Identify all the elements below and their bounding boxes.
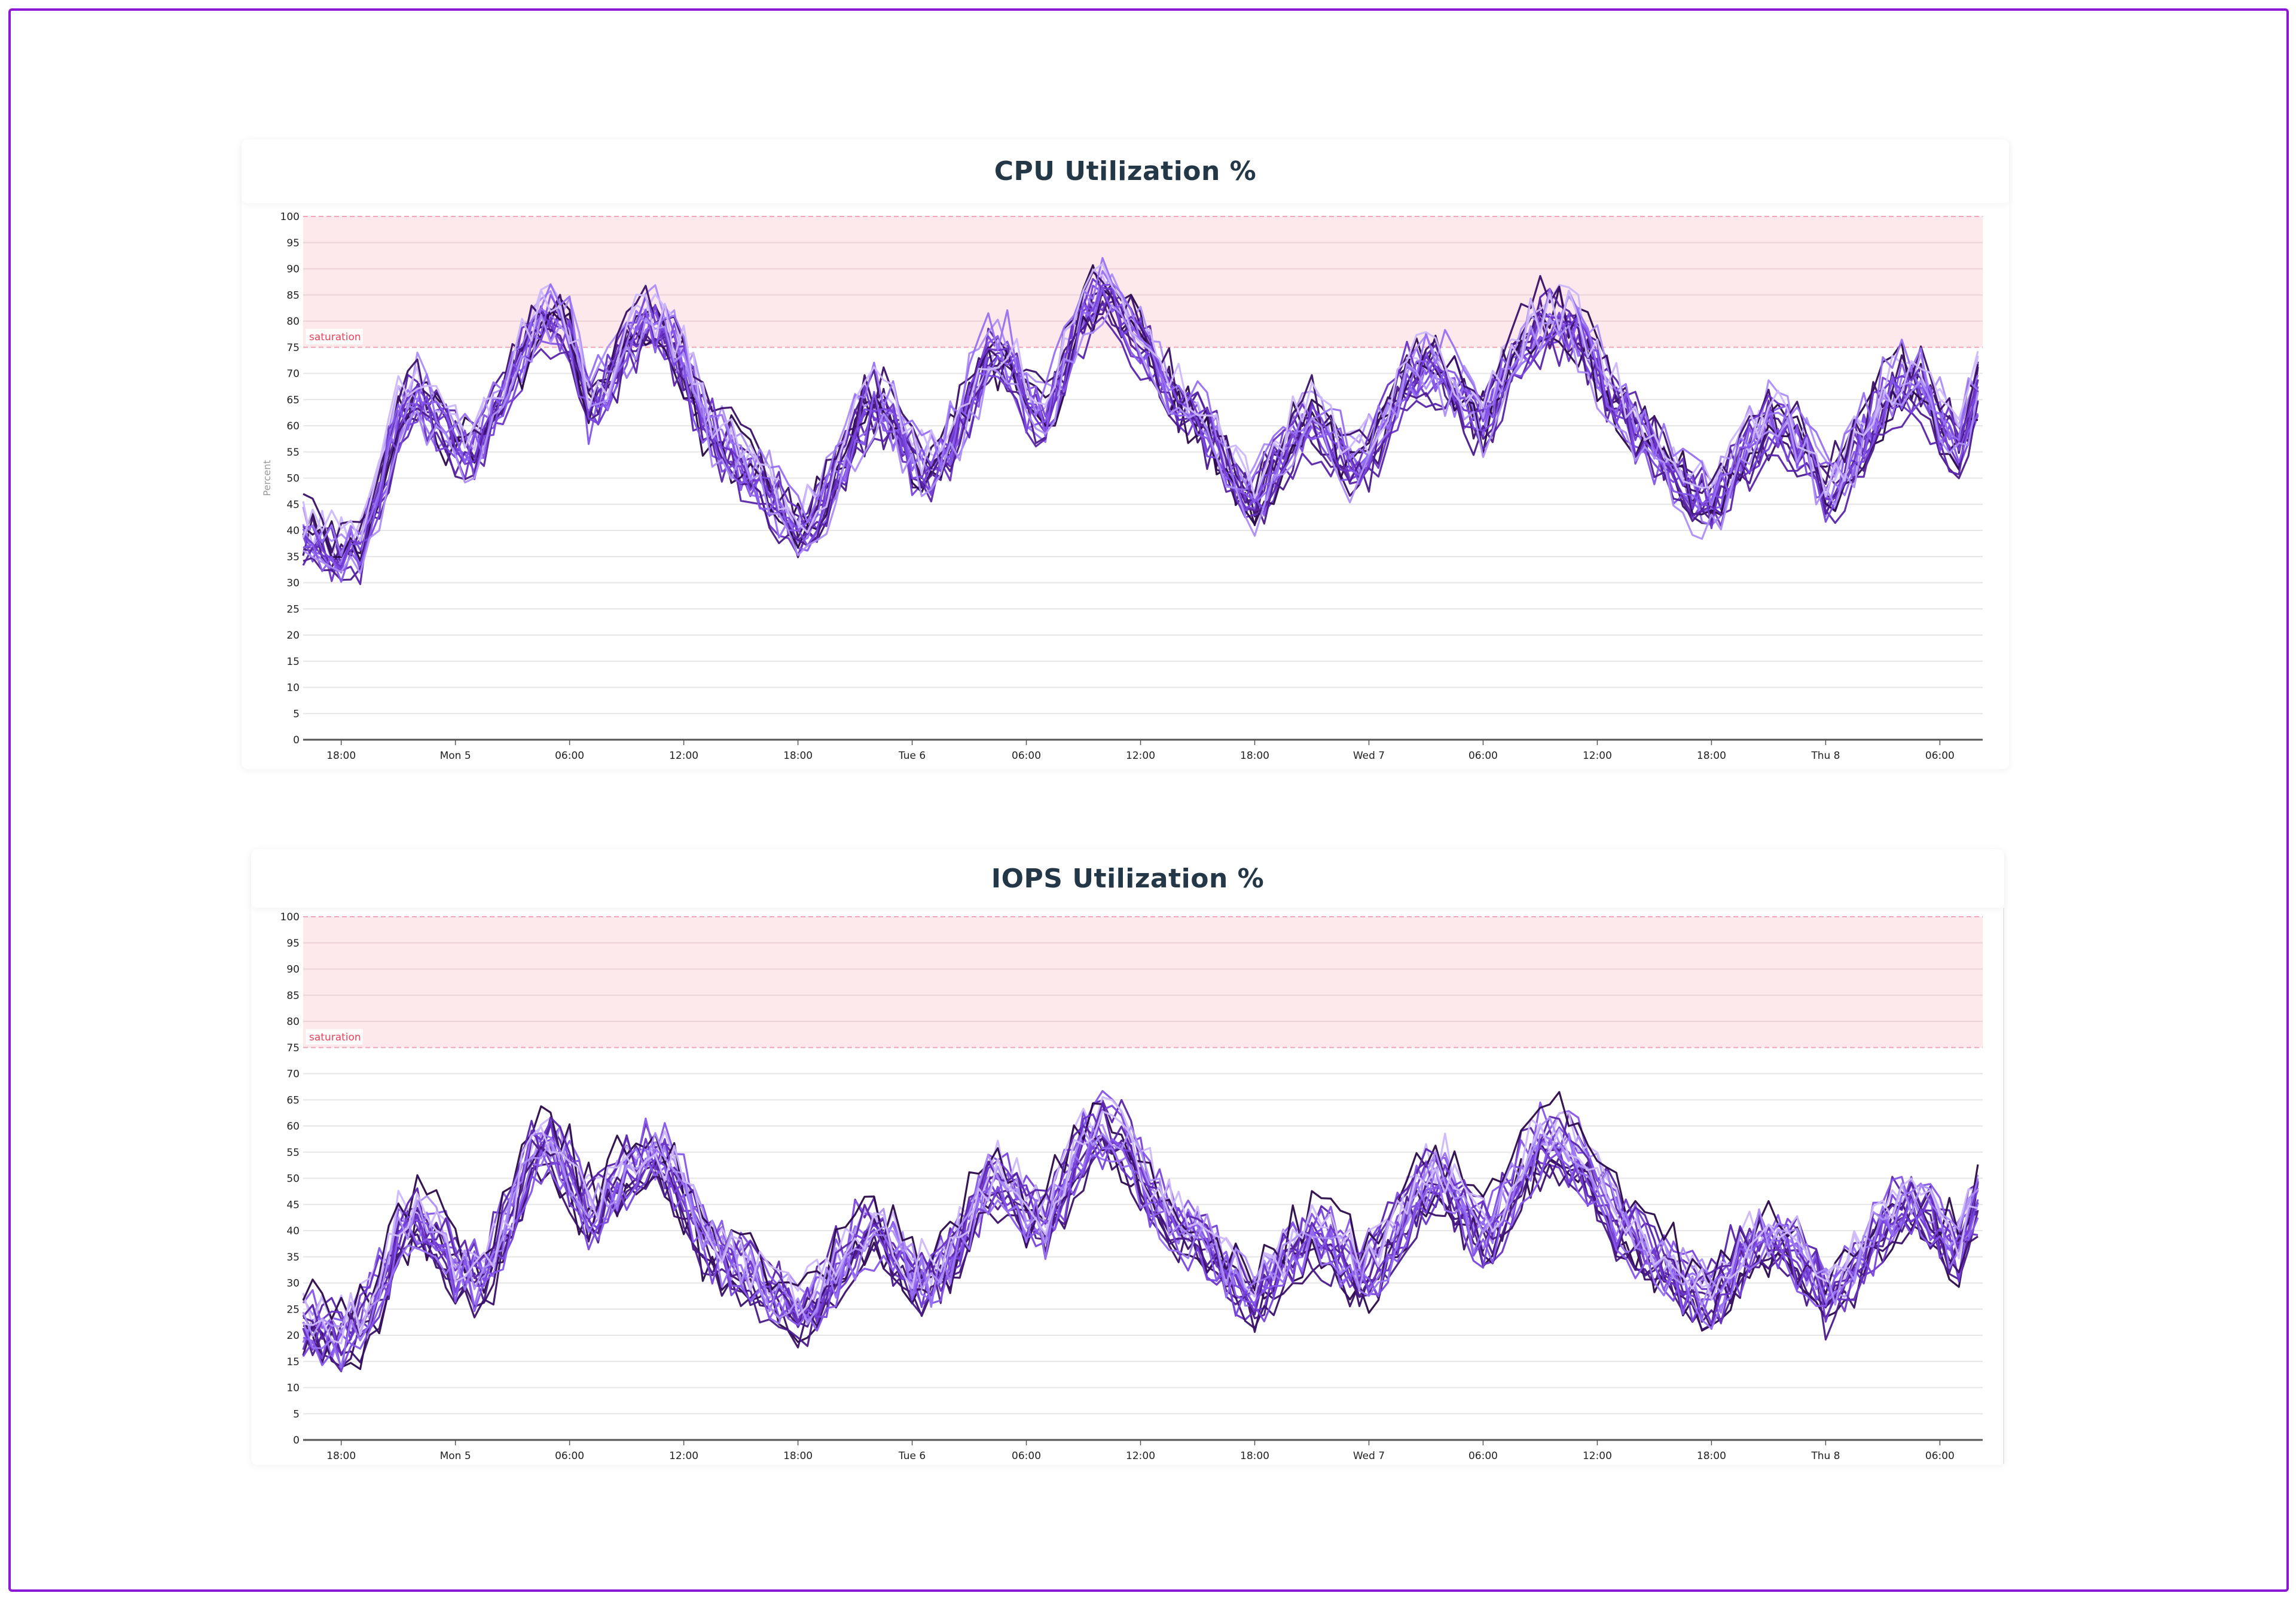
y-tick-label: 20 (286, 1330, 300, 1342)
y-tick-label: 15 (286, 1356, 300, 1368)
y-tick-label: 100 (280, 211, 300, 223)
y-tick-label: 10 (286, 682, 300, 694)
y-tick-label: 95 (286, 938, 300, 950)
x-tick-label: Mon 5 (440, 750, 471, 762)
y-tick-label: 90 (286, 964, 300, 976)
y-tick-label: 60 (286, 1121, 300, 1133)
series-line (302, 263, 1979, 542)
saturation-label-bg (306, 1029, 363, 1045)
y-tick-label: 25 (286, 1304, 300, 1316)
iops-chart-title: IOPS Utilization % (991, 863, 1265, 894)
y-tick-label: 50 (286, 1173, 300, 1185)
x-tick-label: 18:00 (1240, 750, 1269, 762)
series-line (303, 304, 1979, 575)
x-tick-label: 06:00 (555, 750, 584, 762)
y-tick-label: 65 (286, 394, 300, 406)
page-frame (8, 8, 2289, 1592)
y-tick-label: 45 (286, 499, 300, 511)
iops-utilization-chart: 0 5 10 15 20 25 30 35 40 45 50 55 60 65 70 75 80 85 90 95 10… (280, 911, 1983, 1462)
cpu-chart-title: CPU Utilization % (994, 156, 1257, 187)
series-line (302, 310, 1979, 585)
y-tick-label: 15 (286, 656, 300, 668)
x-tick-label: 18:00 (326, 1450, 356, 1462)
x-tick-label: 12:00 (1583, 1450, 1612, 1462)
saturation-label: saturation (309, 1032, 361, 1043)
y-tick-label: 10 (286, 1383, 300, 1394)
x-tick-label: 18:00 (783, 1450, 813, 1462)
y-tick-label: 20 (286, 630, 300, 642)
y-tick-label: 45 (286, 1199, 300, 1211)
y-tick-label: 0 (293, 1435, 300, 1447)
iops-chart-header: IOPS Utilization % (251, 849, 2004, 908)
y-tick-label: 5 (293, 708, 300, 720)
y-tick-label: 100 (280, 911, 300, 923)
y-tick-label: 75 (286, 1042, 300, 1054)
x-tick-label: 06:00 (1012, 750, 1041, 762)
x-tick-label: 12:00 (1583, 750, 1612, 762)
x-tick-label: 18:00 (1697, 750, 1726, 762)
x-tick-label: Wed 7 (1353, 750, 1385, 762)
y-tick-label: 85 (286, 289, 300, 301)
series-line (302, 1127, 1979, 1369)
saturation-label-bg (306, 328, 363, 344)
x-tick-label: 06:00 (1925, 750, 1955, 762)
y-tick-label: 80 (286, 1016, 300, 1028)
x-tick-label: 12:00 (669, 750, 698, 762)
y-tick-label: 70 (286, 1069, 300, 1081)
y-tick-label: 95 (286, 237, 300, 249)
x-tick-label: Tue 6 (898, 1450, 926, 1462)
y-tick-label: 65 (286, 1094, 300, 1106)
card-edge-divider (2003, 908, 2004, 1464)
x-tick-label: 06:00 (555, 1450, 584, 1462)
x-tick-label: Wed 7 (1353, 1450, 1385, 1462)
y-tick-label: 35 (286, 1252, 300, 1264)
x-tick-label: 06:00 (1925, 1450, 1955, 1462)
y-tick-label: 0 (293, 734, 300, 746)
x-tick-label: Mon 5 (440, 1450, 471, 1462)
x-tick-label: Tue 6 (898, 750, 926, 762)
x-tick-label: 12:00 (1126, 750, 1155, 762)
x-tick-label: 12:00 (669, 1450, 698, 1462)
y-tick-label: 60 (286, 420, 300, 432)
y-tick-label: 55 (286, 1147, 300, 1159)
y-axis-label: Percent (261, 460, 273, 496)
saturation-band (303, 917, 1983, 1048)
y-tick-label: 75 (286, 342, 300, 354)
y-tick-label: 85 (286, 990, 300, 1002)
series-line (302, 1116, 1979, 1338)
y-tick-label: 55 (286, 447, 300, 459)
x-tick-label: 12:00 (1126, 1450, 1155, 1462)
series-line (303, 1110, 1979, 1345)
cpu-chart-header: CPU Utilization % (242, 139, 2009, 203)
y-tick-label: 30 (286, 578, 300, 590)
x-tick-label: 06:00 (1012, 1450, 1041, 1462)
x-tick-label: 06:00 (1468, 1450, 1498, 1462)
x-tick-label: 18:00 (326, 750, 356, 762)
y-tick-label: 30 (286, 1278, 300, 1290)
y-tick-label: 5 (293, 1408, 300, 1420)
series-line (302, 1113, 1979, 1351)
x-tick-label: 18:00 (783, 750, 813, 762)
y-tick-label: 80 (286, 316, 300, 328)
y-tick-label: 40 (286, 525, 300, 537)
x-tick-label: 18:00 (1240, 1450, 1269, 1462)
cpu-utilization-chart: 0 5 10 15 20 25 30 35 40 45 50 55 60 65 70 75 80 85 90 95 10… (261, 211, 1983, 762)
y-tick-label: 70 (286, 368, 300, 380)
x-tick-label: Thu 8 (1810, 750, 1840, 762)
x-tick-label: 06:00 (1468, 750, 1498, 762)
y-tick-label: 35 (286, 551, 300, 563)
y-tick-label: 40 (286, 1225, 300, 1237)
x-tick-label: 18:00 (1697, 1450, 1726, 1462)
saturation-label: saturation (309, 331, 361, 343)
x-tick-label: Thu 8 (1810, 1450, 1840, 1462)
y-tick-label: 50 (286, 473, 300, 485)
y-tick-label: 90 (286, 264, 300, 276)
y-tick-label: 25 (286, 603, 300, 615)
